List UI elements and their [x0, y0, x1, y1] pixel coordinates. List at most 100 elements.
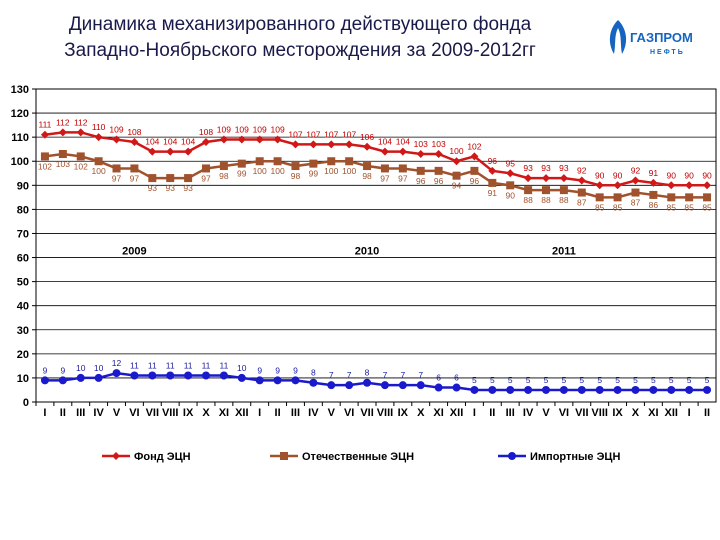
- data-point: [452, 383, 461, 392]
- data-label: 99: [237, 169, 247, 179]
- data-label: 103: [432, 139, 446, 149]
- x-tick-label: VI: [129, 407, 139, 419]
- data-label: 88: [541, 195, 551, 205]
- data-label: 9: [257, 365, 262, 375]
- data-point: [130, 164, 139, 173]
- x-tick-label: XI: [219, 407, 229, 419]
- data-label: 7: [329, 370, 334, 380]
- legend-swatch-marker: [112, 452, 120, 460]
- data-point: [237, 373, 246, 382]
- data-label: 104: [378, 137, 392, 147]
- data-point: [76, 373, 85, 382]
- data-label: 100: [449, 146, 463, 156]
- data-point: [559, 174, 568, 183]
- gazprom-flame-icon: [609, 20, 627, 54]
- year-label: 2010: [355, 245, 379, 257]
- legend-item-1: Фонд ЭЦН: [102, 451, 191, 463]
- data-label: 106: [360, 132, 374, 142]
- x-tick-label: IX: [398, 407, 409, 419]
- data-point: [309, 140, 318, 149]
- data-point: [40, 376, 49, 385]
- data-point: [524, 174, 533, 183]
- data-point: [202, 371, 210, 380]
- data-point: [255, 157, 264, 166]
- data-label: 96: [434, 176, 444, 186]
- x-tick-label: III: [76, 407, 85, 419]
- data-label: 95: [505, 158, 515, 168]
- data-label: 93: [541, 163, 551, 173]
- data-point: [219, 371, 228, 380]
- data-point: [577, 188, 586, 197]
- data-label: 11: [184, 361, 193, 371]
- data-label: 104: [181, 137, 195, 147]
- data-label: 97: [130, 173, 140, 183]
- data-point: [685, 181, 694, 190]
- data-label: 96: [470, 176, 480, 186]
- data-point: [649, 385, 658, 394]
- x-tick-label: II: [489, 407, 495, 419]
- data-label: 11: [219, 361, 228, 371]
- data-label: 94: [452, 181, 462, 191]
- data-label: 107: [342, 129, 356, 139]
- data-label: 90: [702, 170, 712, 180]
- series-line: [44, 371, 708, 392]
- data-label: 9: [293, 365, 298, 375]
- data-label: 107: [288, 129, 302, 139]
- data-label: 11: [148, 361, 157, 371]
- x-tick-label: II: [704, 407, 710, 419]
- data-point: [631, 188, 640, 197]
- logo-text: ГАЗПРОМ: [630, 30, 693, 45]
- data-point: [488, 385, 497, 394]
- data-point: [434, 150, 443, 159]
- data-label: 98: [362, 171, 372, 181]
- data-point: [363, 142, 372, 151]
- data-point: [613, 385, 622, 394]
- data-point: [363, 378, 372, 387]
- x-tick-label: I: [258, 407, 261, 419]
- data-point: [363, 162, 372, 171]
- data-point: [542, 186, 550, 195]
- data-label: 112: [74, 117, 88, 127]
- data-point: [559, 186, 568, 195]
- legend-item-3: Импортные ЭЦН: [498, 451, 620, 463]
- chart-title: Динамика механизированного действующего …: [0, 12, 600, 64]
- data-label: 109: [109, 125, 123, 135]
- data-point: [398, 381, 407, 390]
- x-tick-label: VII: [146, 407, 159, 419]
- data-point: [470, 385, 479, 394]
- data-label: 97: [112, 173, 122, 183]
- data-point: [112, 164, 121, 173]
- x-tick-label: III: [291, 407, 300, 419]
- data-point: [703, 181, 712, 190]
- legend-swatch-marker: [280, 452, 288, 460]
- title-line-2: Западно-Ноябрьского месторождения за 200…: [64, 40, 536, 61]
- data-point: [345, 157, 354, 166]
- y-tick-label: 70: [17, 228, 29, 240]
- x-tick-label: I: [43, 407, 46, 419]
- data-point: [184, 174, 193, 183]
- data-label: 5: [508, 375, 513, 385]
- data-point: [613, 193, 622, 202]
- x-tick-label: VI: [559, 407, 569, 419]
- y-tick-label: 40: [17, 301, 29, 313]
- data-point: [380, 381, 389, 390]
- legend-swatch-marker: [508, 452, 516, 460]
- title-line-1: Динамика механизированного действующего …: [68, 14, 532, 35]
- data-point: [524, 385, 533, 394]
- data-point: [667, 193, 676, 202]
- y-tick-label: 60: [17, 253, 29, 265]
- data-point: [416, 381, 425, 390]
- data-label: 9: [275, 365, 280, 375]
- y-tick-label: 90: [17, 180, 29, 192]
- data-label: 91: [649, 168, 659, 178]
- data-point: [559, 385, 568, 394]
- data-label: 90: [595, 170, 605, 180]
- data-label: 111: [38, 120, 51, 130]
- data-label: 5: [669, 375, 674, 385]
- data-point: [345, 381, 354, 390]
- data-point: [470, 152, 479, 161]
- data-point: [380, 164, 389, 173]
- data-point: [380, 147, 389, 156]
- data-label: 100: [92, 166, 106, 176]
